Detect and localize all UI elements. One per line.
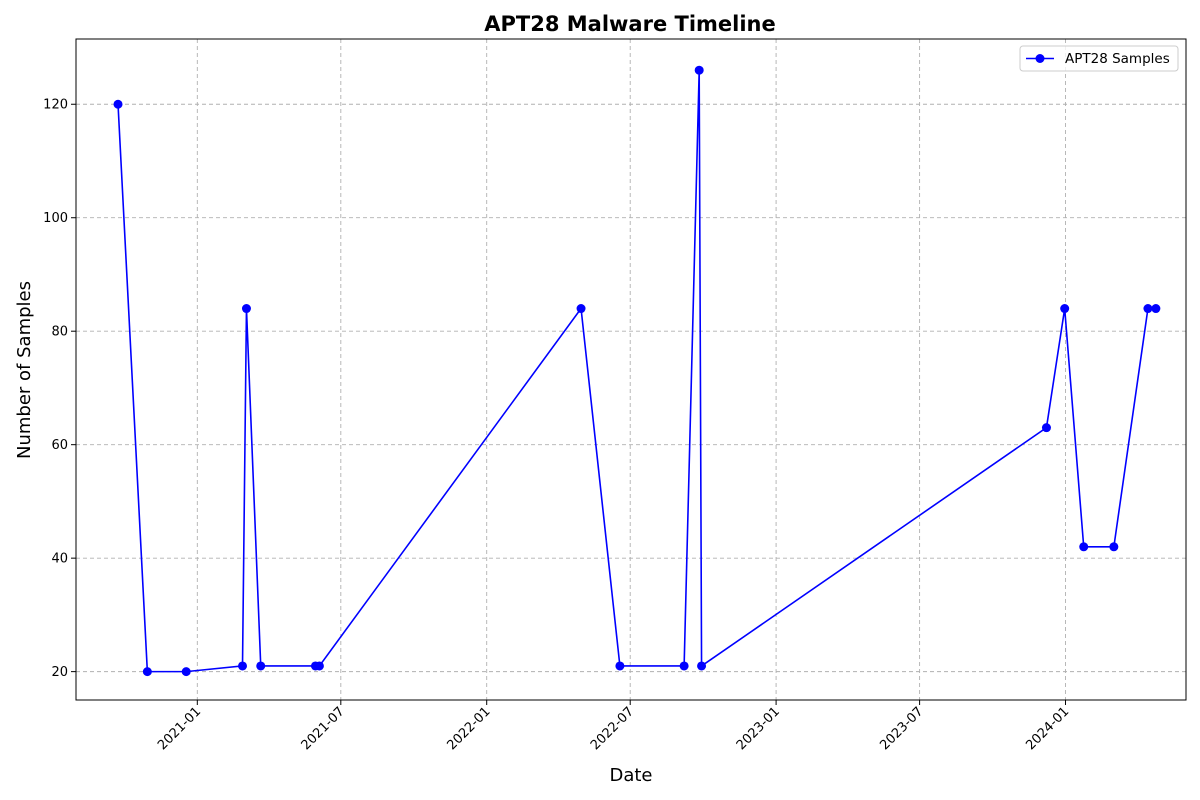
y-axis-label: Number of Samples (14, 281, 35, 459)
data-point (576, 304, 586, 314)
data-point (1143, 304, 1153, 314)
legend: APT28 Samples (1019, 45, 1179, 72)
data-point (256, 661, 266, 671)
data-point (1060, 304, 1070, 314)
data-point (241, 304, 251, 314)
data-point (238, 661, 247, 671)
data-point (142, 667, 152, 677)
data-point (314, 661, 324, 671)
data-point (181, 667, 191, 677)
data-point (679, 661, 689, 671)
data-point (615, 661, 625, 671)
data-point (1041, 423, 1051, 433)
data-point (694, 65, 704, 75)
series-layer (113, 65, 1161, 677)
y-tick-label: 100 (43, 211, 68, 226)
legend-marker-icon (1035, 54, 1045, 63)
y-tick-label: 80 (51, 325, 68, 340)
plot-frame (75, 38, 1187, 701)
data-point (697, 661, 707, 671)
data-point (1109, 542, 1119, 552)
y-tick-label: 40 (51, 552, 68, 567)
y-tick-label: 60 (51, 438, 68, 453)
y-tick-label: 120 (43, 98, 68, 113)
x-axis-label: Date (609, 765, 652, 786)
legend-label: APT28 Samples (1065, 51, 1170, 67)
data-point (1079, 542, 1089, 552)
y-tick-label: 20 (51, 665, 68, 680)
legend-box (1019, 45, 1179, 72)
grid-lines (76, 39, 1186, 700)
chart-title: APT28 Malware Timeline (484, 12, 776, 36)
data-point (1151, 304, 1161, 314)
data-point (113, 99, 123, 109)
